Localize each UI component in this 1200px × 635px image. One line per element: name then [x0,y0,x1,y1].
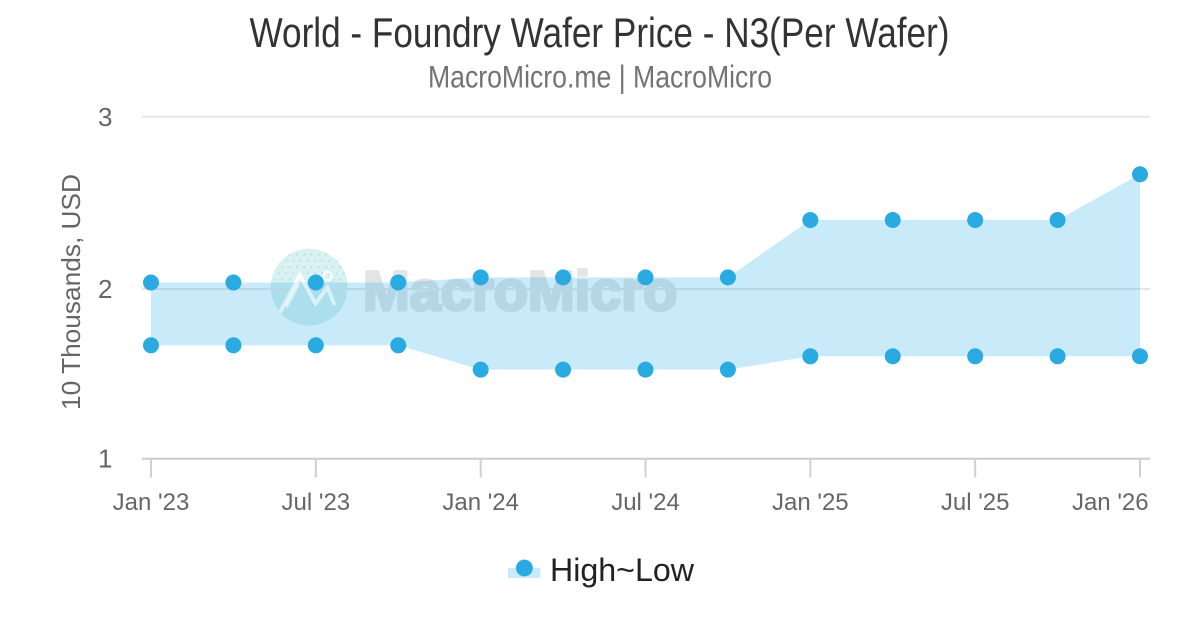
svg-text:Jan '23: Jan '23 [113,489,190,516]
svg-text:3: 3 [98,102,112,132]
svg-text:High~Low: High~Low [550,552,695,588]
svg-text:Jul '25: Jul '25 [941,489,1010,516]
svg-text:10 Thousands, USD: 10 Thousands, USD [56,174,86,410]
svg-text:MacroMicro.me | MacroMicro: MacroMicro.me | MacroMicro [428,58,772,94]
svg-text:Jul '24: Jul '24 [611,489,680,516]
svg-text:MacroMicro: MacroMicro [363,259,677,322]
svg-text:World - Foundry Wafer Price -: World - Foundry Wafer Price - N3(Per Waf… [250,9,950,56]
svg-text:Jan '25: Jan '25 [772,489,849,516]
svg-text:Jan '26: Jan '26 [1072,489,1149,516]
svg-text:2: 2 [98,274,112,304]
svg-text:Jan '24: Jan '24 [442,489,519,516]
svg-text:Jul '23: Jul '23 [282,489,351,516]
svg-text:1: 1 [98,444,112,474]
